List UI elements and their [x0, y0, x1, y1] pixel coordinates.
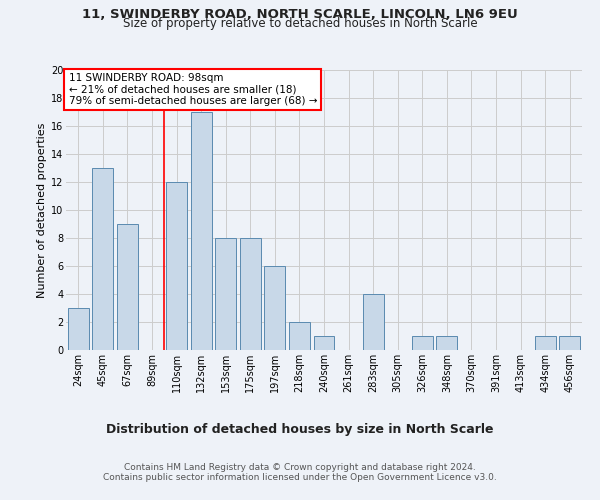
Bar: [362, 294, 383, 350]
Bar: [535, 336, 556, 350]
Bar: [68, 308, 89, 350]
Bar: [289, 322, 310, 350]
Text: Contains HM Land Registry data © Crown copyright and database right 2024.
Contai: Contains HM Land Registry data © Crown c…: [103, 462, 497, 482]
Y-axis label: Number of detached properties: Number of detached properties: [37, 122, 47, 298]
Text: 11, SWINDERBY ROAD, NORTH SCARLE, LINCOLN, LN6 9EU: 11, SWINDERBY ROAD, NORTH SCARLE, LINCOL…: [82, 8, 518, 20]
Bar: [117, 224, 138, 350]
Bar: [92, 168, 113, 350]
Bar: [314, 336, 334, 350]
Bar: [240, 238, 261, 350]
Bar: [412, 336, 433, 350]
Text: 11 SWINDERBY ROAD: 98sqm
← 21% of detached houses are smaller (18)
79% of semi-d: 11 SWINDERBY ROAD: 98sqm ← 21% of detach…: [68, 73, 317, 106]
Bar: [215, 238, 236, 350]
Bar: [166, 182, 187, 350]
Bar: [436, 336, 457, 350]
Bar: [559, 336, 580, 350]
Text: Size of property relative to detached houses in North Scarle: Size of property relative to detached ho…: [122, 18, 478, 30]
Bar: [191, 112, 212, 350]
Text: Distribution of detached houses by size in North Scarle: Distribution of detached houses by size …: [106, 422, 494, 436]
Bar: [265, 266, 286, 350]
